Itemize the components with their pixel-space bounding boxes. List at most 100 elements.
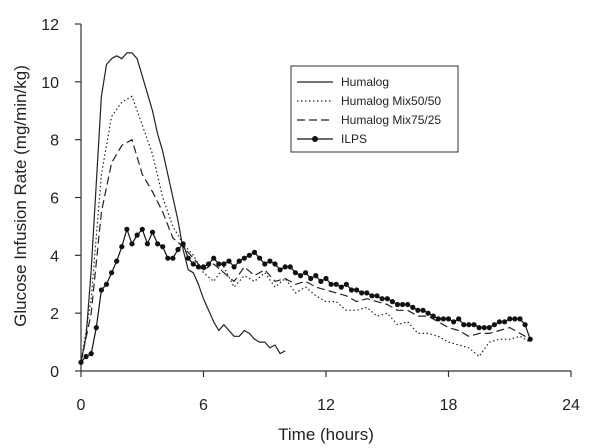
y-tick-label: 10	[41, 75, 59, 92]
x-tick-label: 6	[199, 397, 208, 414]
series-marker-4	[405, 301, 411, 308]
series-marker-4	[415, 307, 421, 313]
series-marker-4	[517, 316, 523, 322]
series-marker-4	[211, 255, 217, 261]
series-marker-4	[170, 255, 176, 261]
series-marker-4	[481, 325, 487, 331]
series-marker-4	[420, 307, 426, 313]
series-marker-4	[267, 258, 273, 264]
series-marker-4	[103, 281, 110, 287]
series-marker-4	[134, 232, 140, 238]
series-marker-4	[456, 316, 462, 322]
series-marker-4	[221, 261, 227, 267]
series-marker-4	[251, 249, 258, 255]
y-tick-label: 4	[50, 248, 59, 265]
y-tick-label: 8	[50, 133, 59, 150]
series-marker-4	[262, 261, 268, 267]
series-marker-4	[461, 322, 467, 328]
series-marker-4	[226, 258, 232, 264]
y-axis-title: Glucose Infusion Rate (mg/min/kg)	[11, 65, 30, 327]
series-marker-4	[78, 359, 84, 365]
y-tick-label: 0	[50, 364, 59, 381]
series-marker-4	[348, 287, 355, 293]
series-marker-4	[155, 241, 161, 247]
series-marker-4	[313, 273, 319, 279]
series-marker-4	[144, 241, 150, 247]
series-marker-4	[257, 255, 263, 261]
series-marker-4	[109, 270, 115, 276]
series-marker-4	[507, 316, 513, 322]
series-marker-4	[175, 246, 181, 253]
series-marker-4	[88, 351, 94, 357]
series-marker-4	[206, 261, 212, 267]
series-marker-4	[400, 301, 406, 308]
series-marker-4	[440, 316, 446, 322]
series-marker-4	[451, 319, 457, 325]
x-tick-label: 0	[77, 397, 86, 414]
series-marker-4	[354, 287, 360, 293]
series-marker-4	[369, 293, 375, 299]
series-marker-4	[374, 293, 380, 299]
series-marker-4	[359, 290, 365, 296]
series-marker-4	[282, 264, 288, 270]
series-marker-4	[466, 322, 472, 328]
series-marker-4	[308, 275, 314, 282]
series-marker-4	[160, 244, 166, 250]
series-marker-4	[129, 241, 135, 247]
series-marker-4	[491, 322, 497, 328]
series-marker-4	[502, 319, 508, 325]
y-tick-label: 2	[50, 306, 59, 323]
series-marker-4	[216, 261, 222, 267]
series-marker-4	[333, 281, 339, 287]
series-marker-4	[180, 241, 186, 247]
y-tick-label: 12	[41, 17, 59, 34]
series-marker-4	[384, 296, 390, 302]
series-marker-4	[303, 270, 309, 276]
series-marker-4	[410, 304, 416, 310]
series-marker-4	[389, 299, 395, 305]
x-tick-label: 18	[440, 397, 458, 414]
series-marker-4	[124, 226, 130, 232]
series-marker-4	[476, 325, 482, 331]
series-marker-4	[435, 316, 441, 322]
series-marker-4	[343, 281, 349, 287]
series-marker-4	[430, 313, 436, 319]
series-marker-4	[236, 258, 242, 264]
series-marker-4	[379, 296, 385, 302]
series-marker-4	[394, 301, 401, 308]
series-line-1	[80, 52, 286, 363]
legend-box	[290, 65, 459, 153]
legend: Humalog Humalog Mix50/50 Humalog Mix75/25 I…	[290, 65, 459, 153]
series-marker-4	[165, 255, 171, 261]
legend-label: Humalog Mix50/50	[341, 94, 441, 108]
series-marker-4	[425, 310, 431, 316]
legend-label: Humalog	[341, 75, 389, 89]
legend-marker	[312, 136, 318, 142]
series-marker-4	[241, 255, 247, 261]
series-marker-4	[338, 284, 344, 290]
series-marker-4	[119, 244, 125, 250]
series-marker-4	[512, 316, 518, 322]
series-marker-4	[445, 316, 452, 322]
series-marker-4	[292, 270, 298, 276]
series-marker-4	[287, 264, 293, 270]
series-marker-4	[246, 252, 252, 258]
legend-label: Humalog Mix75/25	[341, 113, 441, 127]
series-marker-4	[139, 226, 145, 232]
series-marker-4	[93, 325, 99, 331]
series-marker-4	[328, 281, 334, 287]
y-tick-label: 6	[50, 191, 59, 208]
series-marker-4	[149, 229, 156, 235]
series-marker-4	[272, 261, 278, 267]
x-tick-label: 12	[317, 397, 335, 414]
x-tick-label: 24	[562, 397, 580, 414]
series-marker-4	[98, 287, 104, 293]
x-axis-title: Time (hours)	[278, 425, 374, 444]
series-marker-4	[200, 264, 207, 270]
series-marker-4	[527, 336, 533, 342]
series-marker-4	[185, 255, 191, 261]
series-marker-4	[486, 325, 492, 331]
series-marker-4	[364, 290, 370, 296]
